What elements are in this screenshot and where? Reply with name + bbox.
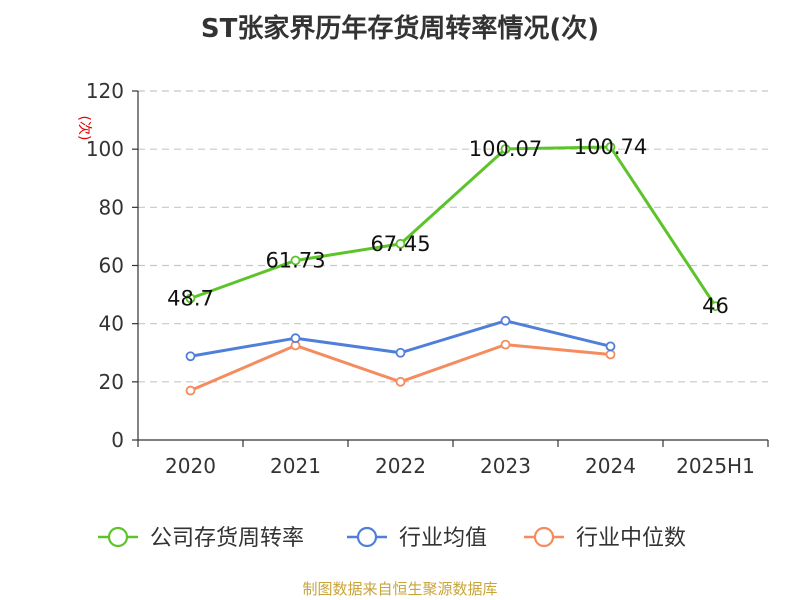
data-label: 46 (702, 294, 729, 318)
y-axis-label: (次) (76, 116, 92, 141)
x-tick-label: 2025H1 (676, 454, 755, 478)
chart-title: ST张家界历年存货周转率情况(次) (200, 14, 600, 44)
y-tick-label: 80 (99, 195, 124, 219)
y-tick-label: 100 (86, 137, 124, 161)
data-label: 100.74 (574, 135, 647, 159)
data-point (500, 339, 511, 350)
data-label: 48.7 (167, 286, 214, 310)
legend-label: 公司存货周转率 (150, 526, 304, 551)
data-point (185, 385, 196, 396)
y-tick-label: 40 (99, 312, 124, 336)
data-point (395, 376, 406, 387)
x-tick-label: 2021 (270, 454, 321, 478)
data-point (605, 349, 616, 360)
data-point (500, 144, 511, 154)
data-point (395, 347, 406, 358)
legend-marker (107, 526, 129, 548)
data-point (605, 142, 616, 152)
data-label: 100.07 (469, 137, 542, 161)
data-point (710, 301, 721, 312)
data-point (185, 293, 196, 304)
x-tick-label: 2023 (480, 454, 531, 478)
data-label: 67.45 (370, 232, 430, 256)
legend-marker (533, 526, 555, 548)
source-note: 制图数据来自恒生聚源数据库 (302, 580, 498, 598)
x-tick-label: 2022 (375, 454, 426, 478)
legend-label: 行业均值 (399, 526, 487, 551)
data-label: 61.73 (265, 248, 325, 272)
series-line-0 (189, 145, 717, 308)
data-point (290, 255, 301, 266)
data-point (395, 238, 406, 249)
y-tick-label: 0 (111, 428, 124, 452)
y-tick-label: 120 (86, 79, 124, 103)
y-tick-label: 20 (99, 370, 124, 394)
data-point (290, 333, 301, 344)
data-point (185, 351, 196, 362)
legend-label: 行业中位数 (576, 526, 686, 551)
x-tick-label: 2024 (585, 454, 636, 478)
legend-marker (356, 526, 378, 548)
y-tick-label: 60 (99, 254, 124, 278)
data-point (500, 315, 511, 326)
x-tick-label: 2020 (165, 454, 216, 478)
data-point (605, 341, 616, 352)
